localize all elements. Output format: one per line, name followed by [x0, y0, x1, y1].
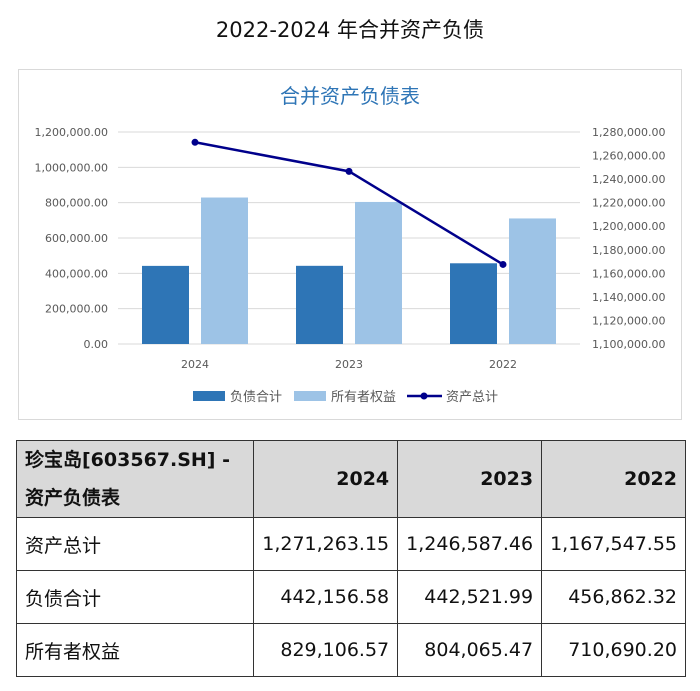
cell: 710,690.20 — [541, 623, 686, 677]
left-axis-tick: 1,200,000.00 — [35, 126, 108, 139]
right-axis-tick: 1,100,000.00 — [592, 338, 665, 351]
table-header-row: 珍宝岛[603567.SH] - 资产负债表 2024 2023 2022 — [15, 440, 686, 518]
right-axis-tick: 1,240,000.00 — [592, 173, 665, 186]
cell: 1,246,587.46 — [397, 517, 543, 571]
left-axis-tick: 1,000,000.00 — [35, 161, 108, 174]
cell: 442,521.99 — [397, 570, 543, 624]
right-axis-tick: 1,120,000.00 — [592, 314, 665, 327]
right-axis-tick: 1,280,000.00 — [592, 126, 665, 139]
legend-label: 所有者权益 — [331, 389, 396, 405]
cell: 1,167,547.55 — [541, 517, 686, 571]
legend-label: 负债合计 — [230, 390, 282, 405]
right-axis-tick: 1,200,000.00 — [592, 220, 665, 233]
cell: 829,106.57 — [253, 623, 399, 677]
cell: 456,862.32 — [541, 570, 686, 624]
chart: 合并资产负债表 0.00 200,000.00 400,000.00 600,000.0… — [35, 84, 666, 405]
left-axis-tick: 800,000.00 — [45, 197, 108, 210]
x-axis-tick: 2022 — [489, 358, 517, 371]
right-axis-tick: 1,140,000.00 — [592, 291, 665, 304]
cell: 442,156.58 — [253, 570, 399, 624]
balance-sheet-table: 珍宝岛[603567.SH] - 资产负债表 2024 2023 2022 资产… — [15, 440, 686, 677]
bar-liabilities — [450, 263, 497, 344]
bar-equity — [201, 197, 248, 344]
table-header-year: 2023 — [397, 440, 543, 518]
cell: 1,271,263.15 — [253, 517, 399, 571]
page-title: 2022-2024 年合并资产负债 — [215, 18, 485, 42]
right-axis-tick: 1,180,000.00 — [592, 244, 665, 257]
table-header-year: 2024 — [253, 440, 399, 518]
cell: 804,065.47 — [397, 623, 543, 677]
table-row: 资产总计 1,271,263.15 1,246,587.46 1,167,547… — [15, 517, 686, 571]
chart-frame — [18, 69, 682, 420]
left-axis-tick: 0.00 — [84, 338, 109, 351]
x-axis-tick: 2024 — [181, 358, 209, 371]
table-row: 负债合计 442,156.58 442,521.99 456,862.32 — [15, 570, 686, 624]
left-axis-tick: 200,000.00 — [45, 303, 108, 316]
legend-swatch-liabilities — [193, 391, 225, 401]
left-axis-tick: 400,000.00 — [45, 267, 108, 280]
right-axis-tick: 1,160,000.00 — [592, 267, 665, 280]
table-header-title: 珍宝岛[603567.SH] - 资产负债表 — [15, 440, 255, 518]
left-axis-tick: 600,000.00 — [45, 232, 108, 245]
line-point — [499, 260, 507, 268]
right-axis-tick: 1,220,000.00 — [592, 197, 665, 210]
bar-liabilities — [296, 265, 343, 344]
table-row: 所有者权益 829,106.57 804,065.47 710,690.20 — [15, 623, 686, 677]
row-label: 资产总计 — [15, 517, 255, 571]
bar-equity — [509, 218, 556, 344]
table-header-year: 2022 — [541, 440, 686, 518]
bar-equity — [355, 201, 402, 344]
chart-title: 合并资产负债表 — [280, 84, 420, 108]
row-label: 负债合计 — [15, 570, 255, 624]
line-point — [345, 167, 353, 175]
bar-liabilities — [142, 265, 189, 344]
line-point — [191, 138, 199, 146]
x-axis-tick: 2023 — [335, 358, 363, 371]
row-label: 所有者权益 — [15, 623, 255, 677]
legend-marker — [420, 392, 428, 400]
right-axis-tick: 1,260,000.00 — [592, 150, 665, 163]
legend-swatch-equity — [294, 391, 326, 401]
legend-label: 资产总计 — [446, 390, 498, 405]
